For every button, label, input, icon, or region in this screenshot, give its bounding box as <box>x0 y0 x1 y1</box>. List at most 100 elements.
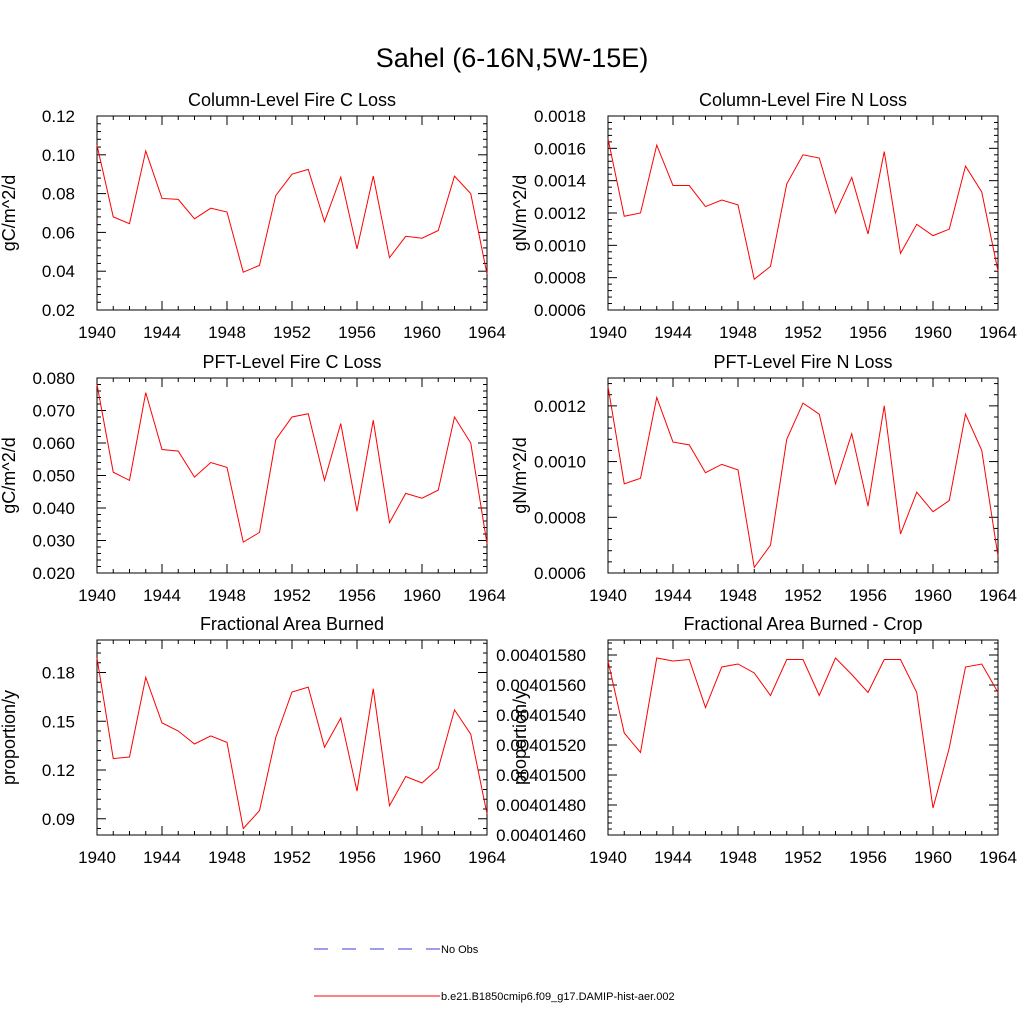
x-tick-label: 1956 <box>338 586 376 605</box>
x-tick-label: 1948 <box>208 586 246 605</box>
x-tick-label: 1956 <box>849 323 887 342</box>
x-tick-label: 1960 <box>403 848 441 867</box>
y-tick-label: 0.080 <box>32 369 75 388</box>
y-tick-label: 0.00401480 <box>496 796 586 815</box>
y-tick-label: 0.0006 <box>534 301 586 320</box>
x-tick-label: 1952 <box>273 323 311 342</box>
x-tick-label: 1956 <box>338 323 376 342</box>
plot-frame <box>607 115 999 311</box>
y-tick-label: 0.12 <box>42 761 75 780</box>
x-tick-label: 1944 <box>143 586 181 605</box>
panel-title: Fractional Area Burned <box>200 614 384 634</box>
x-tick-label: 1940 <box>589 323 627 342</box>
y-tick-label: 0.050 <box>32 467 75 486</box>
y-tick-label: 0.0016 <box>534 139 586 158</box>
panel-4: PFT-Level Fire N Loss gN/m^2/d 1940 1944 194… <box>510 352 1017 605</box>
y-tick-label: 0.0010 <box>534 453 586 472</box>
panel-title: PFT-Level Fire N Loss <box>713 352 892 372</box>
series-line <box>96 657 488 830</box>
plot-frame <box>96 639 488 836</box>
panel-title: Column-Level Fire N Loss <box>699 90 907 110</box>
y-tick-label: 0.02 <box>42 301 75 320</box>
y-tick-label: 0.06 <box>42 223 75 242</box>
y-axis-label: proportion/y <box>510 690 530 785</box>
legend-model-label: b.e21.B1850cmip6.f09_g17.DAMIP-hist-aer.… <box>441 991 675 1003</box>
plot-frame <box>607 377 999 574</box>
x-tick-label: 1948 <box>719 323 757 342</box>
series-line <box>96 144 488 275</box>
x-tick-label: 1940 <box>78 848 116 867</box>
y-tick-label: 0.00401460 <box>496 826 586 845</box>
y-tick-label: 0.00401500 <box>496 766 586 785</box>
y-tick-label: 0.070 <box>32 402 75 421</box>
x-tick-label: 1964 <box>979 586 1017 605</box>
x-tick-label: 1960 <box>914 848 952 867</box>
y-tick-label: 0.09 <box>42 810 75 829</box>
y-tick-label: 0.00401540 <box>496 706 586 725</box>
x-tick-label: 1956 <box>849 586 887 605</box>
x-tick-label: 1960 <box>914 323 952 342</box>
y-tick-label: 0.060 <box>32 434 75 453</box>
series-line <box>96 384 488 544</box>
x-tick-label: 1948 <box>208 848 246 867</box>
y-tick-label: 0.030 <box>32 532 75 551</box>
x-tick-label: 1964 <box>468 323 506 342</box>
y-tick-label: 0.00401520 <box>496 736 586 755</box>
x-tick-label: 1944 <box>143 323 181 342</box>
y-axis-label: gN/m^2/d <box>510 175 530 251</box>
x-tick-label: 1952 <box>784 586 822 605</box>
x-tick-label: 1960 <box>403 586 441 605</box>
panel-5: Fractional Area Burned proportion/y 1940 19… <box>0 614 506 867</box>
x-tick-label: 1964 <box>979 323 1017 342</box>
y-tick-label: 0.0014 <box>534 172 586 191</box>
panels: Column-Level Fire C Loss gC/m^2/d 1940 1944… <box>0 90 1017 867</box>
y-tick-label: 0.00401560 <box>496 676 586 695</box>
legend: No Obs b.e21.B1850cmip6.f09_g17.DAMIP-hi… <box>314 944 675 1003</box>
x-tick-label: 1952 <box>784 323 822 342</box>
y-tick-label: 0.18 <box>42 664 75 683</box>
y-tick-label: 0.10 <box>42 146 75 165</box>
x-tick-label: 1948 <box>208 323 246 342</box>
x-tick-label: 1956 <box>338 848 376 867</box>
y-tick-label: 0.08 <box>42 185 75 204</box>
y-axis-label: gC/m^2/d <box>0 175 19 251</box>
series-line <box>607 138 999 281</box>
x-tick-label: 1964 <box>468 586 506 605</box>
legend-obs-label: No Obs <box>441 944 479 956</box>
x-tick-label: 1940 <box>78 323 116 342</box>
y-tick-label: 0.0008 <box>534 269 586 288</box>
panel-2: Column-Level Fire N Loss gN/m^2/d 1940 1944… <box>510 90 1017 342</box>
series-line <box>607 657 999 809</box>
panel-3: PFT-Level Fire C Loss gC/m^2/d 1940 1944 194… <box>0 352 506 605</box>
y-tick-label: 0.00401580 <box>496 646 586 665</box>
panel-title: Fractional Area Burned - Crop <box>683 614 922 634</box>
y-axis-label: gC/m^2/d <box>0 437 19 513</box>
x-tick-label: 1944 <box>654 323 692 342</box>
x-tick-label: 1948 <box>719 848 757 867</box>
plot-frame <box>607 639 999 836</box>
y-tick-label: 0.020 <box>32 564 75 583</box>
panel-1: Column-Level Fire C Loss gC/m^2/d 1940 1944… <box>0 90 506 342</box>
x-tick-label: 1964 <box>468 848 506 867</box>
y-tick-label: 0.0018 <box>534 107 586 126</box>
y-axis-label: proportion/y <box>0 690 19 785</box>
y-tick-label: 0.0008 <box>534 508 586 527</box>
x-tick-label: 1940 <box>589 848 627 867</box>
x-tick-label: 1944 <box>143 848 181 867</box>
series-line <box>607 386 999 569</box>
y-axis-label: gN/m^2/d <box>510 437 530 513</box>
x-tick-label: 1952 <box>273 848 311 867</box>
x-tick-label: 1948 <box>719 586 757 605</box>
x-tick-label: 1944 <box>654 586 692 605</box>
y-tick-label: 0.0010 <box>534 236 586 255</box>
y-tick-label: 0.04 <box>42 262 75 281</box>
panel-6: Fractional Area Burned - Crop proportion/… <box>496 614 1017 867</box>
panel-title: Column-Level Fire C Loss <box>188 90 396 110</box>
y-tick-label: 0.0006 <box>534 564 586 583</box>
x-tick-label: 1940 <box>589 586 627 605</box>
panel-title: PFT-Level Fire C Loss <box>202 352 381 372</box>
x-tick-label: 1952 <box>784 848 822 867</box>
plot-frame <box>96 377 488 574</box>
y-tick-label: 0.12 <box>42 107 75 126</box>
